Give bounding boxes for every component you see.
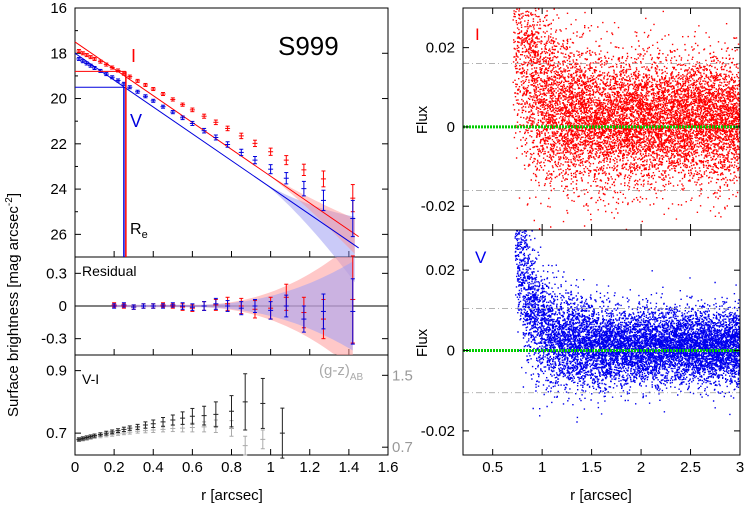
flux-V-ytick-label: 0 <box>447 343 455 360</box>
right-xtick-label: 2 <box>637 459 645 476</box>
left-xtick-label: 1 <box>266 459 274 476</box>
left-xtick-label: 0.8 <box>221 459 242 476</box>
left-xtick-label: 0 <box>71 459 79 476</box>
right-xtick-label: 3 <box>736 459 744 476</box>
res-ytick-label: 0 <box>59 298 67 315</box>
sb-ylabel: Surface brightness [mag arcsec-2] <box>4 193 22 417</box>
flux-band-label-I: I <box>475 25 480 44</box>
left-xtick-label: 0.6 <box>182 459 203 476</box>
left-xtick-label: 1.4 <box>338 459 359 476</box>
left-xtick-label: 0.2 <box>104 459 125 476</box>
right-xtick-label: 1.5 <box>581 459 602 476</box>
flux-I-frame <box>462 7 741 231</box>
color-right-ytick-label: 1.5 <box>392 367 413 384</box>
color-right-ytick-label: 0.7 <box>392 439 413 456</box>
color-ytick-label: 0.9 <box>46 363 67 380</box>
flux-I-frame-top <box>462 7 741 231</box>
res-band-V <box>114 261 353 351</box>
flux-V-frame-top <box>462 229 741 456</box>
flux-V-ytick-label: 0.02 <box>426 262 455 279</box>
right-xtick-label: 0.5 <box>482 459 503 476</box>
galaxy-title: S999 <box>278 31 339 61</box>
flux-I-ylabel: Flux <box>414 105 431 134</box>
color-ytick-label: 0.7 <box>46 425 67 442</box>
right-xtick-label: 2.5 <box>680 459 701 476</box>
sb-ytick-label: 16 <box>50 0 67 17</box>
sb-uncertainty-band-I <box>260 169 355 254</box>
flux-V-points <box>514 230 740 423</box>
sb-ytick-label: 18 <box>50 45 67 62</box>
re-label: Re <box>130 221 148 241</box>
flux-band-label-V: V <box>475 248 487 267</box>
right-xtick-label: 1 <box>538 459 546 476</box>
sb-fit-line-V <box>74 52 359 249</box>
color-label: V-I <box>82 371 99 387</box>
sb-fit-line-I <box>74 41 359 238</box>
sb-ytick-label: 24 <box>50 181 67 198</box>
left-xlabel: r [arcsec] <box>201 487 263 504</box>
left-xtick-label: 1.2 <box>299 459 320 476</box>
flux-I-ytick-label: -0.02 <box>421 198 455 215</box>
band-label-I: I <box>131 46 136 66</box>
gz-label: (g-z)AB <box>319 362 363 383</box>
left-xtick-label: 0.4 <box>143 459 164 476</box>
sb-ytick-label: 22 <box>50 136 67 153</box>
flux-V-scatter-points <box>514 230 740 423</box>
sb-ytick-label: 26 <box>50 226 67 243</box>
flux-I-scatter-points <box>512 8 740 230</box>
res-ytick-label: 0.3 <box>46 265 67 282</box>
flux-V-ylabel: Flux <box>414 328 431 357</box>
right-xlabel: r [arcsec] <box>570 487 632 504</box>
sb-uncertainty-band-V <box>260 180 355 283</box>
flux-I-ytick-label: 0.02 <box>426 40 455 57</box>
flux-I-points <box>512 8 740 230</box>
flux-I-ytick-label: 0 <box>447 119 455 136</box>
sb-ytick-label: 20 <box>50 91 67 108</box>
left-xtick-label: 1.6 <box>378 459 399 476</box>
band-label-V: V <box>130 111 142 131</box>
residual-label: Residual <box>82 263 136 279</box>
flux-V-ytick-label: -0.02 <box>421 423 455 440</box>
res-ytick-label: -0.3 <box>41 331 67 348</box>
